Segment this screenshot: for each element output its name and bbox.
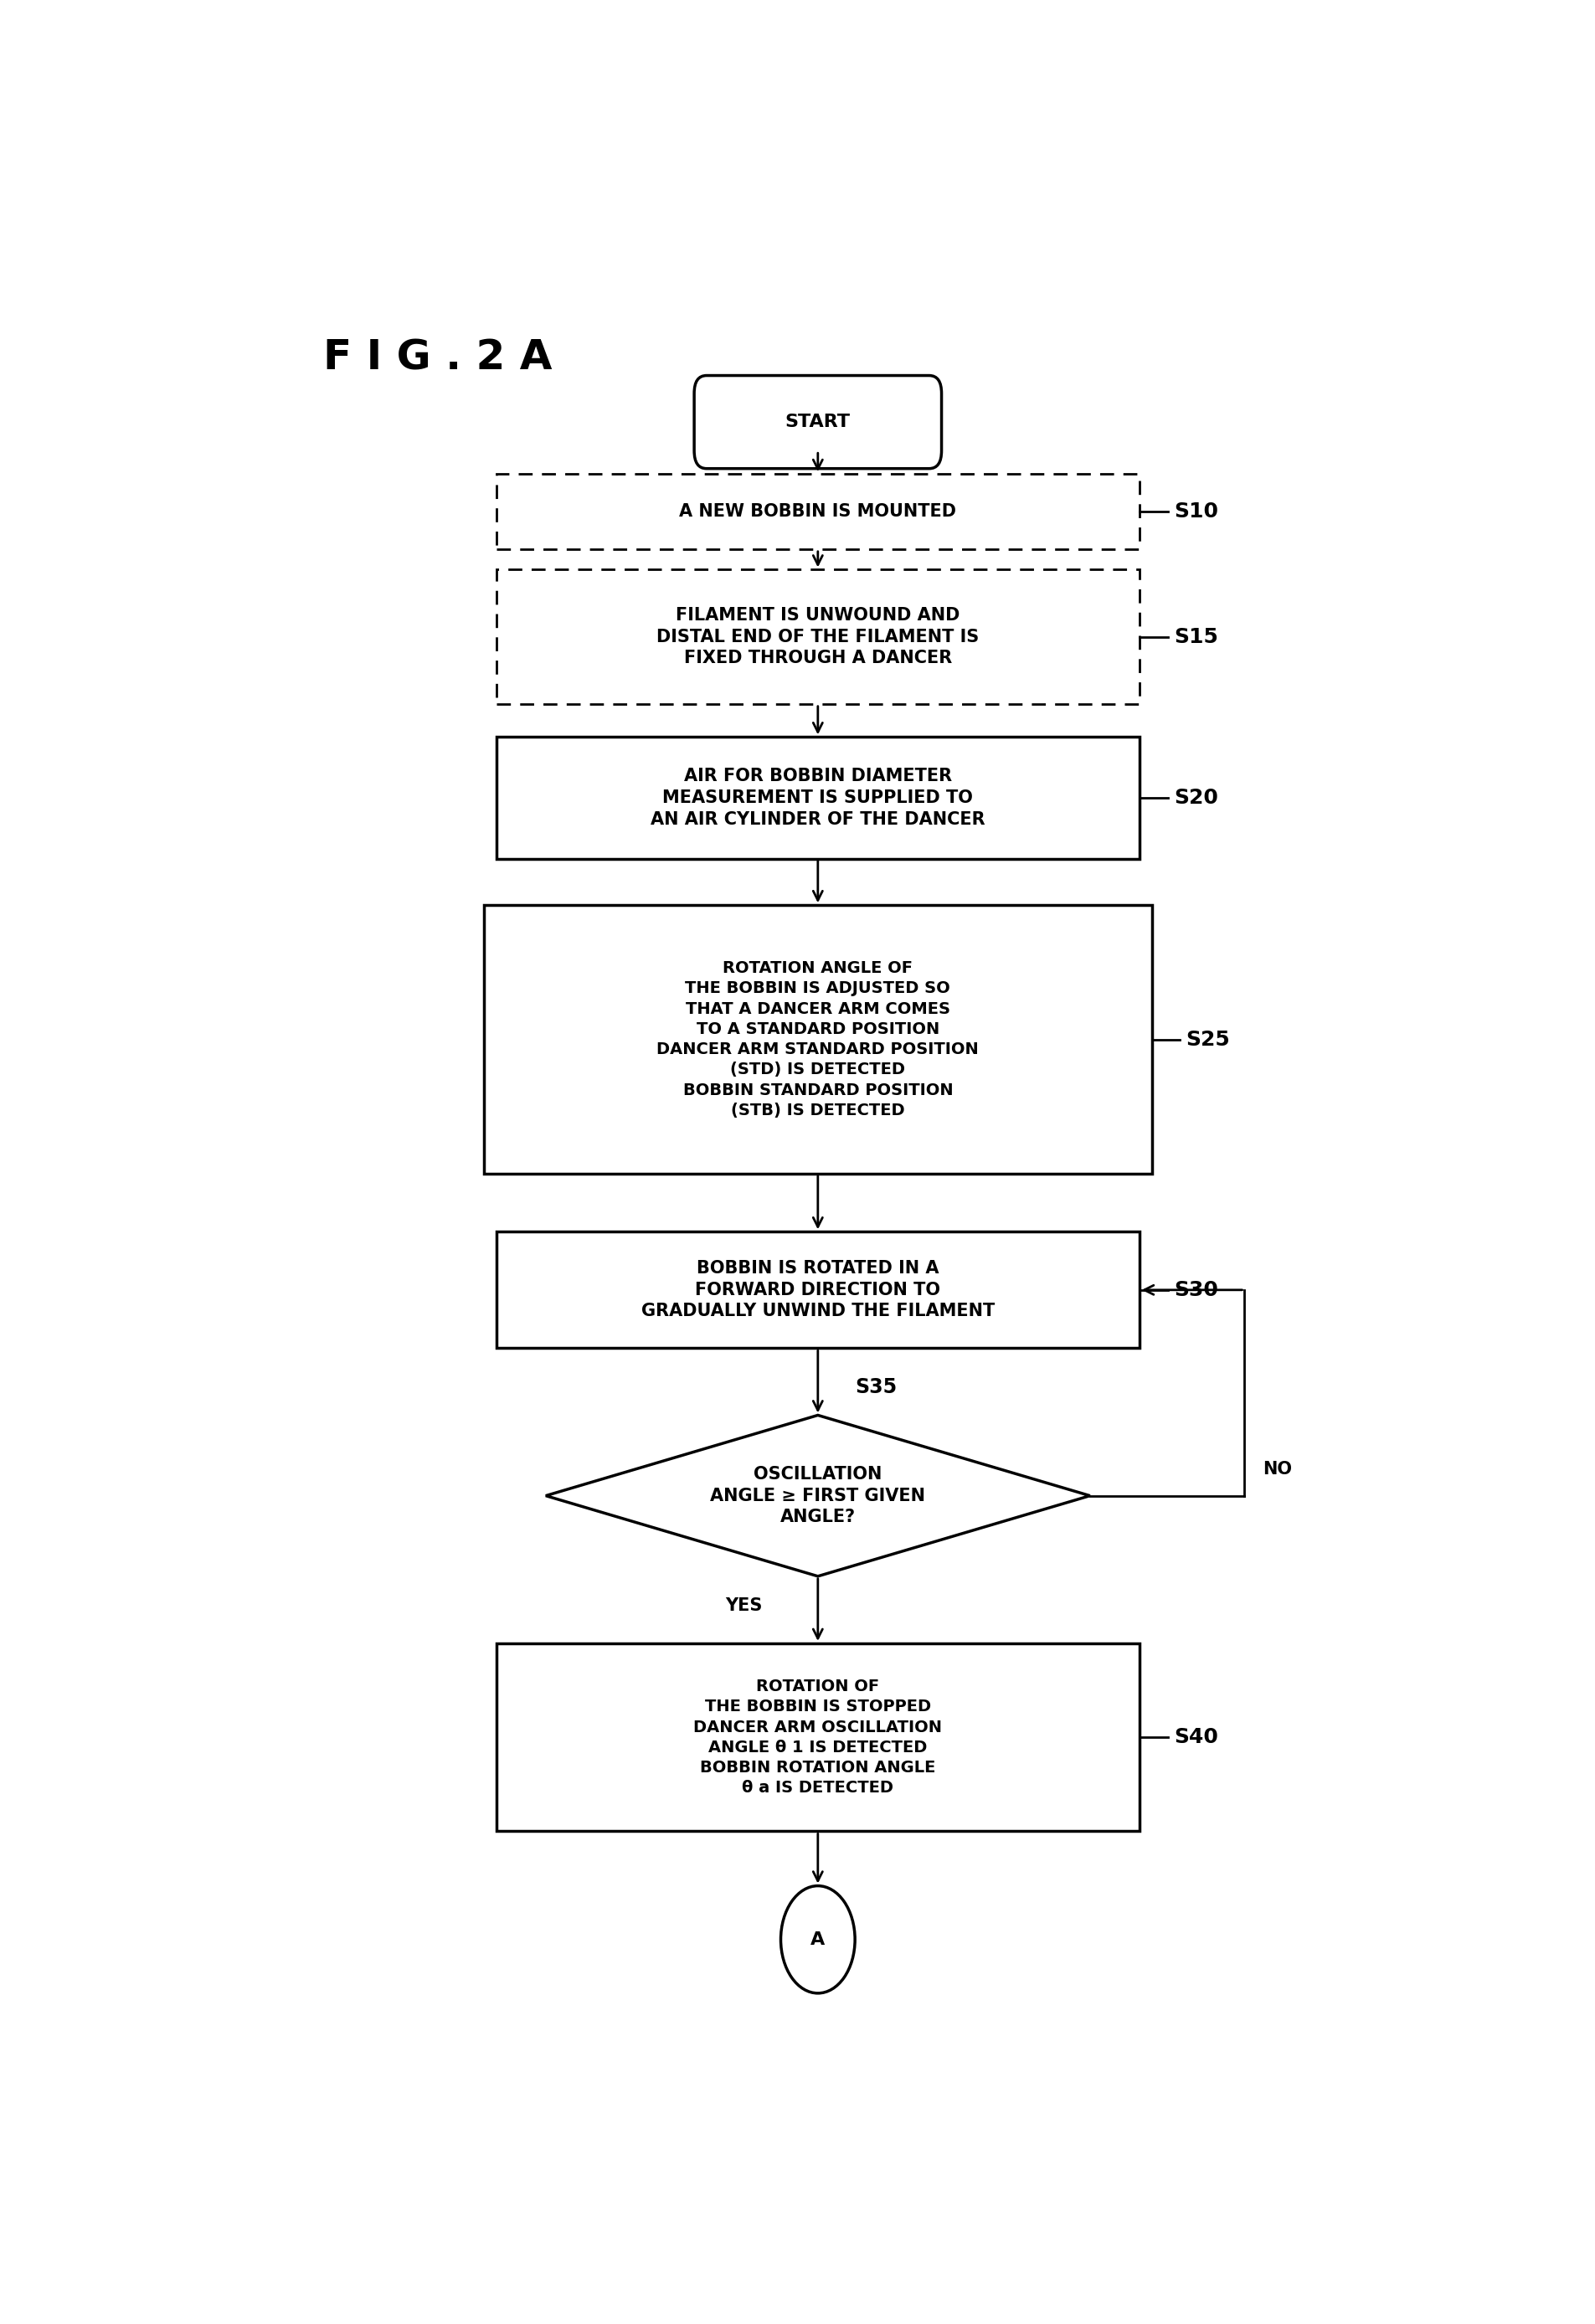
Text: S30: S30	[1174, 1281, 1217, 1299]
Text: NO: NO	[1263, 1462, 1292, 1478]
Text: S20: S20	[1174, 788, 1217, 809]
Text: A NEW BOBBIN IS MOUNTED: A NEW BOBBIN IS MOUNTED	[679, 502, 955, 521]
Text: START: START	[785, 414, 850, 430]
Text: S10: S10	[1174, 502, 1217, 521]
Text: S40: S40	[1174, 1727, 1217, 1748]
Text: S15: S15	[1174, 627, 1217, 646]
Text: S25: S25	[1185, 1030, 1230, 1050]
Text: A: A	[810, 1931, 825, 1948]
Text: ROTATION OF
THE BOBBIN IS STOPPED
DANCER ARM OSCILLATION
ANGLE θ 1 IS DETECTED
B: ROTATION OF THE BOBBIN IS STOPPED DANCER…	[694, 1678, 941, 1796]
Text: S35: S35	[855, 1378, 896, 1397]
Text: FILAMENT IS UNWOUND AND
DISTAL END OF THE FILAMENT IS
FIXED THROUGH A DANCER: FILAMENT IS UNWOUND AND DISTAL END OF TH…	[656, 607, 979, 667]
Text: OSCILLATION
ANGLE ≥ FIRST GIVEN
ANGLE?: OSCILLATION ANGLE ≥ FIRST GIVEN ANGLE?	[710, 1466, 925, 1525]
Text: BOBBIN IS ROTATED IN A
FORWARD DIRECTION TO
GRADUALLY UNWIND THE FILAMENT: BOBBIN IS ROTATED IN A FORWARD DIRECTION…	[641, 1260, 994, 1320]
Text: AIR FOR BOBBIN DIAMETER
MEASUREMENT IS SUPPLIED TO
AN AIR CYLINDER OF THE DANCER: AIR FOR BOBBIN DIAMETER MEASUREMENT IS S…	[651, 767, 984, 827]
Text: ROTATION ANGLE OF
THE BOBBIN IS ADJUSTED SO
THAT A DANCER ARM COMES
TO A STANDAR: ROTATION ANGLE OF THE BOBBIN IS ADJUSTED…	[657, 960, 978, 1118]
Text: F I G . 2 A: F I G . 2 A	[322, 337, 552, 379]
Text: YES: YES	[724, 1597, 762, 1615]
